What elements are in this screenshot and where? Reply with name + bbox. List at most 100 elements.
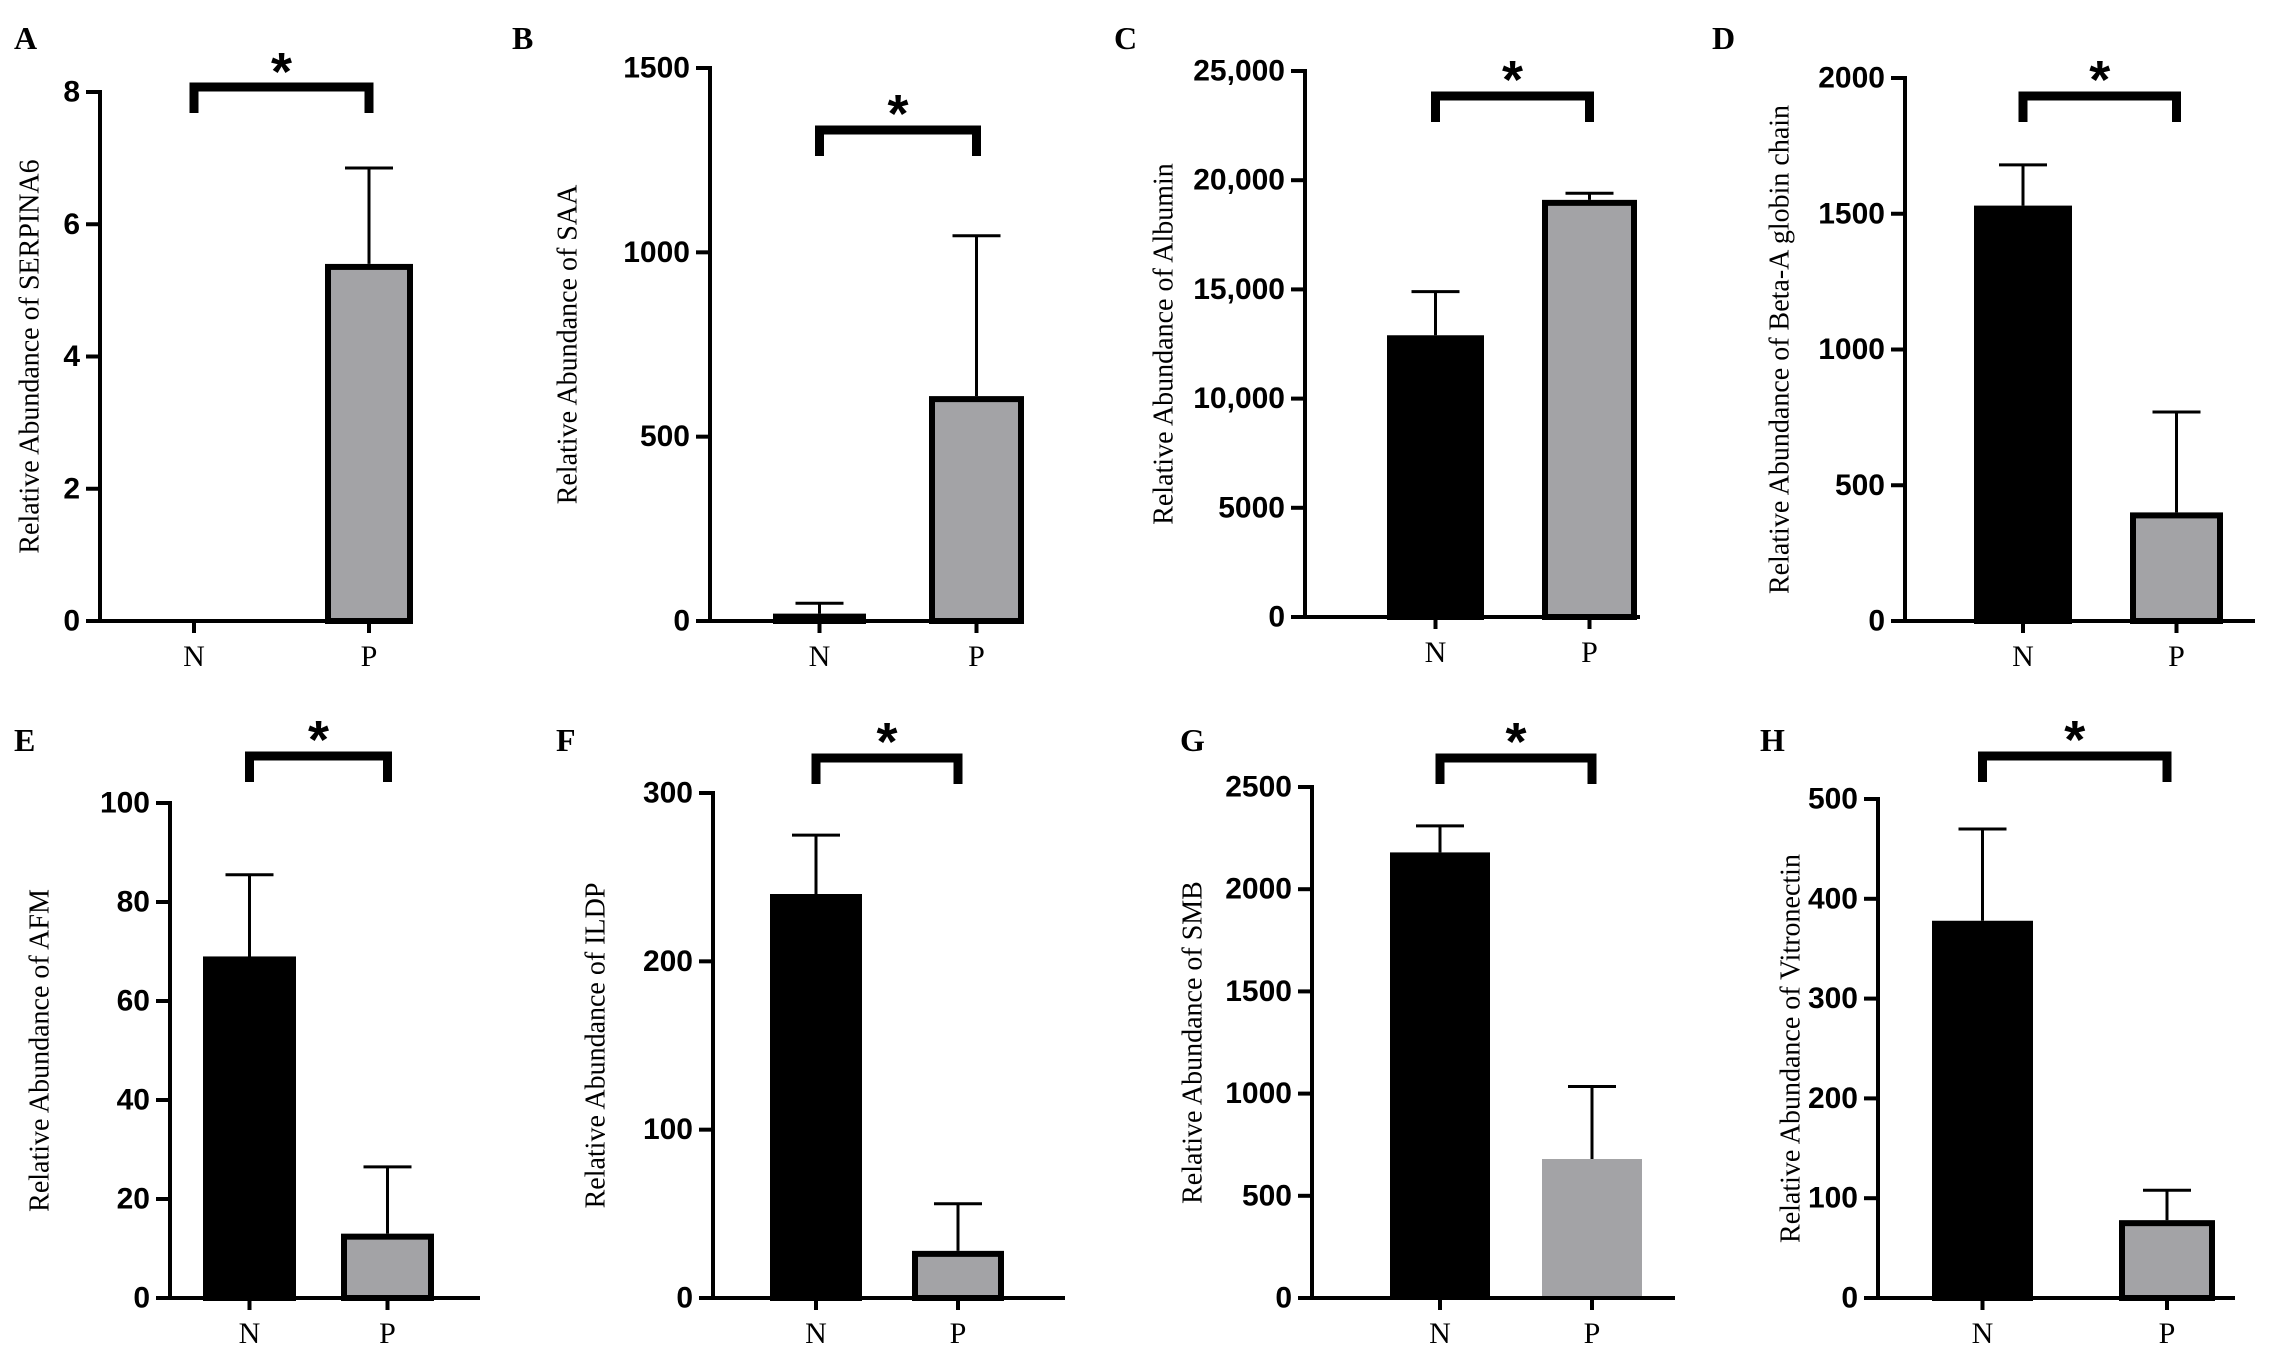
significance-star: * [1505, 712, 1526, 772]
y-tick-label: 2 [63, 472, 80, 505]
x-tick-label-n: N [183, 640, 205, 673]
y-tick-label: 2000 [1225, 873, 1292, 906]
y-tick-label: 20,000 [1193, 164, 1285, 197]
panel-label: A [14, 20, 37, 56]
bar-p [325, 263, 413, 624]
y-tick-label: 0 [133, 1282, 150, 1315]
bar-p [1542, 199, 1637, 621]
significance-star: * [887, 84, 908, 144]
bar-p [2119, 1220, 2215, 1302]
x-tick-label-p: P [379, 1317, 396, 1350]
y-tick-label: 300 [643, 777, 693, 810]
bar-p [929, 396, 1024, 625]
y-tick-label: 1500 [623, 52, 690, 85]
bar-n [770, 894, 862, 1301]
y-axis-label: Relative Abundance of Beta-A globin chai… [1765, 105, 1796, 594]
y-tick-label: 300 [1808, 982, 1858, 1015]
bar-n [1974, 205, 2072, 624]
y-tick-label: 400 [1808, 882, 1858, 915]
panel-label: D [1712, 20, 1735, 56]
y-tick-label: 1000 [623, 236, 690, 269]
chart-panel-g: G N P 0 500 1000 1500 2000 2500 Relative Abundanc… [1178, 712, 1675, 1350]
y-tick-label: 1500 [1225, 975, 1292, 1008]
y-tick-label: 0 [63, 605, 80, 638]
y-tick-label: 100 [100, 787, 150, 820]
significance-star: * [2064, 710, 2085, 770]
chart-panel-e: E N P 0 20 40 60 80 100 Relative Abundance of AFM… [14, 710, 480, 1350]
significance-star: * [308, 710, 329, 770]
y-axis-label: Relative Abundance of SERPINA6 [15, 159, 46, 553]
y-tick-label: 500 [1808, 783, 1858, 816]
y-tick-label: 500 [640, 420, 690, 453]
y-tick-label: 100 [1808, 1182, 1858, 1215]
y-tick-label: 0 [1841, 1282, 1858, 1315]
panel-label: C [1114, 20, 1137, 56]
x-tick-label-n: N [1425, 636, 1447, 669]
panel-label: E [14, 722, 35, 758]
x-tick-label-p: P [2159, 1317, 2176, 1350]
y-tick-label: 2000 [1818, 62, 1885, 95]
significance-bracket [189, 82, 374, 113]
chart-panel-c: C N P 0 5000 10,000 15,000 20,000 25,000 Relative… [1114, 20, 1640, 669]
significance-star: * [876, 712, 897, 772]
y-tick-label: 60 [117, 985, 150, 1018]
significance-bracket [245, 751, 392, 782]
y-tick-label: 15,000 [1193, 273, 1285, 306]
bar-p [1542, 1159, 1642, 1298]
y-tick-label: 1000 [1818, 333, 1885, 366]
y-tick-label: 1000 [1225, 1077, 1292, 1110]
y-tick-label: 0 [673, 605, 690, 638]
bar-n [1387, 335, 1484, 620]
bar-n [203, 956, 296, 1301]
y-tick-label: 100 [643, 1113, 693, 1146]
chart-panel-h: H N P 0 100 200 300 400 500 Relative Abundance of… [1760, 710, 2235, 1350]
y-tick-label: 500 [1242, 1179, 1292, 1212]
significance-bracket [815, 125, 981, 156]
significance-star: * [271, 42, 292, 102]
bar-p [2130, 512, 2223, 625]
y-tick-label: 20 [117, 1183, 150, 1216]
panel-label: G [1180, 722, 1205, 758]
y-tick-label: 0 [676, 1282, 693, 1315]
panel-label: H [1760, 722, 1785, 758]
y-axis-label: Relative Abundance of Vitronectin [1776, 854, 1807, 1243]
x-tick-label-p: P [1584, 1317, 1601, 1350]
bar-n [1932, 920, 2033, 1301]
panel-label: B [512, 20, 533, 56]
y-tick-label: 8 [63, 76, 80, 109]
x-tick-label-n: N [805, 1317, 827, 1350]
chart-panel-f: F N P 0 100 200 300 Relative Abundance of ILDP * [556, 712, 1065, 1350]
y-axis-label: Relative Abundance of ILDP [581, 883, 612, 1209]
significance-star: * [1502, 50, 1523, 110]
y-axis-label: Relative Abundance of Albumin [1149, 163, 1180, 525]
x-tick-label-p: P [2168, 640, 2185, 673]
y-tick-label: 6 [63, 208, 80, 241]
y-tick-label: 500 [1835, 469, 1885, 502]
significance-bracket [811, 753, 963, 784]
x-tick-label-n: N [1972, 1317, 1994, 1350]
y-tick-label: 25,000 [1193, 55, 1285, 88]
y-tick-label: 80 [117, 886, 150, 919]
bar-p [912, 1250, 1004, 1302]
y-tick-label: 0 [1275, 1282, 1292, 1315]
y-tick-label: 40 [117, 1084, 150, 1117]
chart-panel-d: D N P 0 500 1000 1500 2000 Relative Abundance of… [1712, 20, 2255, 673]
chart-panel-b: B N P 0 500 1000 1500 Relative Abundance of SAA… [512, 20, 1024, 673]
y-tick-label: 10,000 [1193, 382, 1285, 415]
x-tick-label-p: P [1581, 636, 1598, 669]
panel-label: F [556, 722, 576, 758]
y-tick-label: 2500 [1225, 771, 1292, 804]
y-axis-label: Relative Abundance of SAA [553, 184, 584, 504]
x-tick-label-p: P [361, 640, 378, 673]
y-tick-label: 0 [1868, 605, 1885, 638]
bar-n [1390, 852, 1490, 1298]
significance-bracket [1978, 751, 2172, 782]
y-tick-label: 5000 [1218, 491, 1285, 524]
y-tick-label: 0 [1268, 601, 1285, 634]
x-tick-label-n: N [2012, 640, 2034, 673]
x-tick-label-n: N [1429, 1317, 1451, 1350]
y-tick-label: 200 [1808, 1082, 1858, 1115]
y-axis-label: Relative Abundance of SMB [1178, 881, 1209, 1204]
y-axis-label: Relative Abundance of AFM [25, 889, 56, 1212]
